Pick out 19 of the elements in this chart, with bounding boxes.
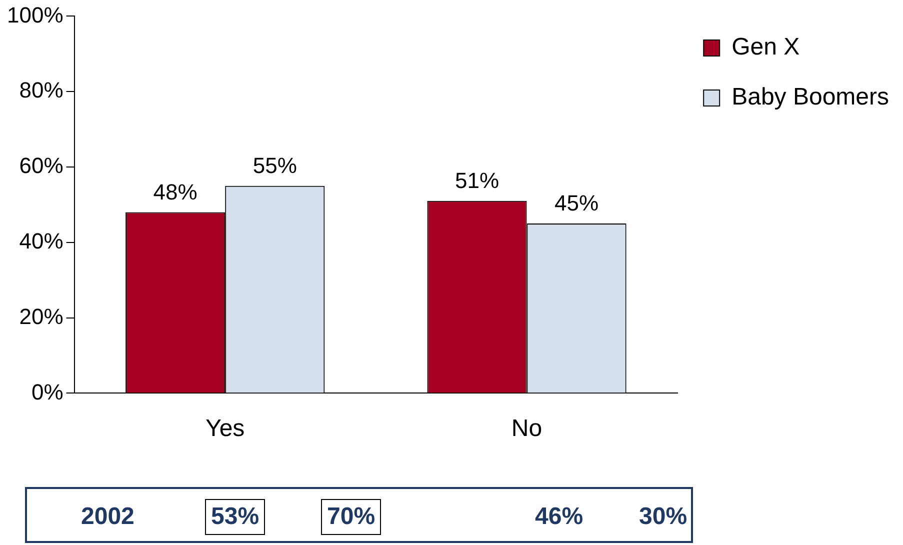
data-label: 48% bbox=[153, 179, 198, 204]
y-tick-label: 60% bbox=[19, 153, 64, 178]
y-tick-label: 20% bbox=[19, 304, 64, 329]
text: 30% bbox=[638, 502, 688, 532]
legend-label: Gen X bbox=[732, 34, 800, 61]
y-tick-label: 40% bbox=[19, 228, 64, 254]
x-tick-label: No bbox=[511, 415, 542, 442]
legend-label: Baby Boomers bbox=[732, 84, 889, 111]
text: 53% bbox=[205, 499, 266, 535]
data-label: 51% bbox=[454, 168, 500, 193]
text: 46% bbox=[534, 502, 584, 532]
y-tick-label: 0% bbox=[31, 379, 64, 404]
text: 2002 bbox=[80, 502, 136, 532]
text: 70% bbox=[321, 499, 382, 535]
y-tick-label: 80% bbox=[19, 78, 64, 103]
y-tick-label: 100% bbox=[6, 2, 64, 28]
data-label: 45% bbox=[554, 190, 599, 216]
x-tick-label: Yes bbox=[206, 415, 245, 442]
data-label: 55% bbox=[252, 152, 297, 178]
